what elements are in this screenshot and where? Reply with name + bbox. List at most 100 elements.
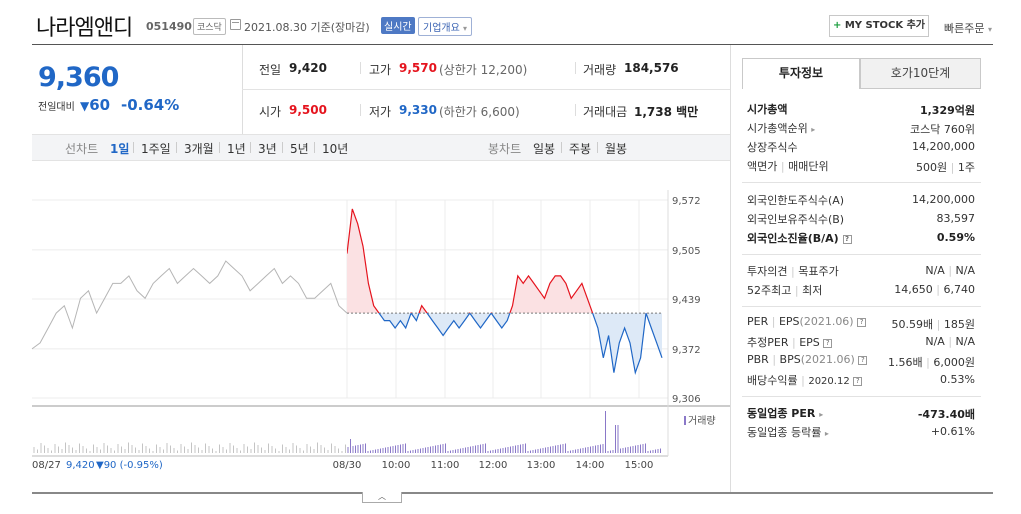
period-3y[interactable]: 3년 <box>258 142 277 156</box>
candle-monthly[interactable]: 월봉 <box>605 142 628 156</box>
divider <box>314 142 315 153</box>
chevron-down-icon: ▾ <box>987 25 992 34</box>
chevron-right-icon: ▸ <box>824 429 829 438</box>
par-unit-value: 500원 | 1주 <box>916 161 975 174</box>
y-tick-label: 9,572 <box>672 196 701 207</box>
divider <box>242 89 730 90</box>
add-mystock-button[interactable]: + MY STOCK 추가 <box>829 15 929 37</box>
market-badge: 코스닥 <box>193 18 226 35</box>
high-label: 고가 <box>369 63 392 77</box>
foreign-limit-label: 외국인한도주식수(A) <box>747 194 845 207</box>
company-overview-button[interactable]: 기업개요 ▾ <box>418 17 473 36</box>
volume-legend-swatch <box>684 416 686 425</box>
par-value: 500원 <box>916 161 948 174</box>
est-per-value: N/A | N/A <box>925 335 975 348</box>
cap-rank-label[interactable]: 시가총액순위 ▸ <box>747 120 815 136</box>
volume-label: 거래량 <box>583 63 617 77</box>
candle-weekly[interactable]: 주봉 <box>569 142 592 156</box>
target-value: N/A <box>955 264 975 277</box>
low-value: 9,330 <box>399 103 437 117</box>
info-icon[interactable]: ? <box>857 317 867 327</box>
target-label: 목표주가 <box>798 265 839 278</box>
industry-rate-value: +0.61% <box>930 425 975 438</box>
opinion-target-label: 투자의견 | 목표주가 <box>747 265 839 278</box>
quick-order-button[interactable]: 빠른주문 ▾ <box>944 20 992 36</box>
foreign-ratio-text: 외국인소진율(B/A) <box>747 232 839 245</box>
foreign-ratio-value: 0.59% <box>936 231 975 244</box>
tab-investment-info[interactable]: 투자정보 <box>742 58 860 89</box>
period-5y[interactable]: 5년 <box>290 142 309 156</box>
cap-rank-text: 시가총액순위 <box>747 122 808 135</box>
today-line-down <box>378 313 663 376</box>
w52-low-value: 6,740 <box>943 283 976 296</box>
current-price: 9,360 <box>38 62 119 93</box>
price-chart[interactable]: 9,572 9,505 9,439 9,372 9,306 08/30 10:00 11:0… <box>0 160 730 478</box>
divider <box>176 142 177 153</box>
prev-day-date: 08/27 <box>32 460 61 471</box>
divider <box>360 104 361 116</box>
prev-close-value: 9,420 <box>289 61 327 75</box>
divider <box>250 142 251 153</box>
stock-name: 나라엠앤디 <box>36 16 133 41</box>
period-1y[interactable]: 1년 <box>227 142 246 156</box>
right-panel-tabs: 투자정보 호가10단계 <box>742 58 981 89</box>
x-tick-label: 11:00 <box>431 460 460 471</box>
divider <box>742 254 981 255</box>
est-eps-text: EPS <box>799 336 820 349</box>
period-3m[interactable]: 3개월 <box>184 142 214 156</box>
period-1d[interactable]: 1일 <box>110 142 130 156</box>
calendar-icon <box>230 19 241 30</box>
x-tick-label: 15:00 <box>625 460 654 471</box>
pbr-value: 1.56배 <box>888 356 923 369</box>
industry-per-label[interactable]: 동일업종 PER ▸ <box>747 405 823 421</box>
change-label: 전일대비 <box>38 102 75 113</box>
info-icon[interactable]: ? <box>842 234 852 244</box>
divider <box>219 142 220 153</box>
change-percent: -0.64% <box>121 96 180 114</box>
est-per-label: 추정PER | EPS ? <box>747 334 833 350</box>
low-label: 저가 <box>369 105 392 119</box>
line-chart-label: 선차트 <box>65 142 99 156</box>
prev-day-change: ▼90 (-0.95%) <box>96 460 163 471</box>
volume-bars <box>33 411 661 453</box>
divider <box>360 62 361 74</box>
candle-daily[interactable]: 일봉 <box>533 142 556 156</box>
prev-day-price: 9,420 <box>66 460 95 471</box>
info-icon[interactable]: ? <box>858 355 868 365</box>
market-cap-label: 시가총액 <box>747 103 788 116</box>
per-eps-value: 50.59배 | 185원 <box>891 318 975 331</box>
w52-low-label: 최저 <box>802 284 823 297</box>
period-10y[interactable]: 10년 <box>322 142 349 156</box>
prev-close-label: 전일 <box>259 63 282 77</box>
shares-value: 14,200,000 <box>912 140 975 153</box>
realtime-badge[interactable]: 실시간 <box>381 17 415 34</box>
unit-label: 매매단위 <box>788 160 829 173</box>
info-icon[interactable]: ? <box>853 376 863 386</box>
per-year: (2021.06) <box>799 315 854 328</box>
eps-value: 185원 <box>943 318 975 331</box>
change-value: ▼60 <box>80 96 110 114</box>
chevron-down-icon: ▾ <box>463 24 468 33</box>
foreign-ratio-label: 외국인소진율(B/A) ? <box>747 230 852 246</box>
dividend-year: 2020.12 <box>808 376 850 387</box>
dividend-text: 배당수익률 <box>747 374 798 387</box>
info-icon[interactable]: ? <box>823 338 833 348</box>
eps-label: EPS <box>778 315 800 328</box>
per-label: PER <box>747 315 769 328</box>
period-1w[interactable]: 1주일 <box>141 142 171 156</box>
divider <box>730 45 731 493</box>
header-divider <box>32 44 993 45</box>
bps-label: BPS <box>779 353 801 366</box>
divider <box>742 306 981 307</box>
base-date: 2021.08.30 기준(장마감) <box>244 21 370 34</box>
industry-rate-label[interactable]: 동일업종 등락률 ▸ <box>747 424 829 440</box>
open-label: 시가 <box>259 105 282 119</box>
amount-label: 거래대금 <box>583 105 628 119</box>
tab-orderbook[interactable]: 호가10단계 <box>860 58 981 89</box>
opinion-label: 투자의견 <box>747 265 788 278</box>
collapse-chevron-icon[interactable]: ︿ <box>362 492 402 503</box>
amount-value: 1,738 백만 <box>634 105 699 119</box>
chart-range-bar <box>32 134 730 161</box>
y-tick-label: 9,505 <box>672 246 701 257</box>
open-value: 9,500 <box>289 103 327 117</box>
